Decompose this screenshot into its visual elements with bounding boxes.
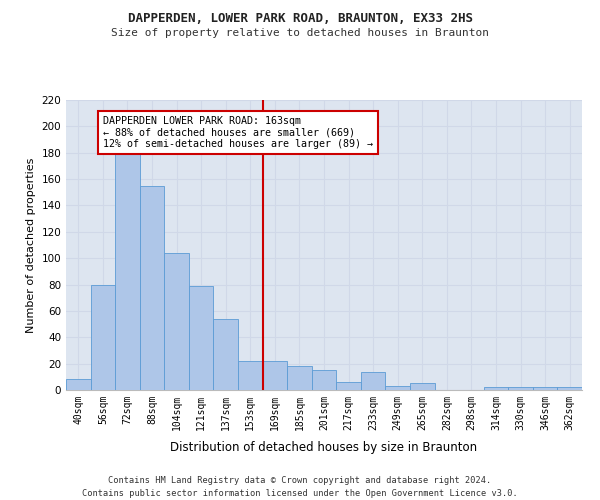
Text: Size of property relative to detached houses in Braunton: Size of property relative to detached ho… [111,28,489,38]
Bar [91,284,115,390]
Bar [287,366,312,390]
Bar [312,370,336,390]
Text: DAPPERDEN, LOWER PARK ROAD, BRAUNTON, EX33 2HS: DAPPERDEN, LOWER PARK ROAD, BRAUNTON, EX… [128,12,473,26]
Bar [410,384,434,390]
Bar [66,380,91,390]
Bar [484,388,508,390]
Bar [361,372,385,390]
Bar [164,253,189,390]
Bar [263,361,287,390]
Bar [214,319,238,390]
Text: Contains public sector information licensed under the Open Government Licence v3: Contains public sector information licen… [82,489,518,498]
Bar [115,152,140,390]
Bar [508,388,533,390]
Bar [557,388,582,390]
Y-axis label: Number of detached properties: Number of detached properties [26,158,36,332]
Bar [140,186,164,390]
Text: Contains HM Land Registry data © Crown copyright and database right 2024.: Contains HM Land Registry data © Crown c… [109,476,491,485]
Bar [238,361,263,390]
Bar [336,382,361,390]
Bar [385,386,410,390]
Text: DAPPERDEN LOWER PARK ROAD: 163sqm
← 88% of detached houses are smaller (669)
12%: DAPPERDEN LOWER PARK ROAD: 163sqm ← 88% … [103,116,373,149]
X-axis label: Distribution of detached houses by size in Braunton: Distribution of detached houses by size … [170,441,478,454]
Bar [189,286,214,390]
Bar [533,388,557,390]
